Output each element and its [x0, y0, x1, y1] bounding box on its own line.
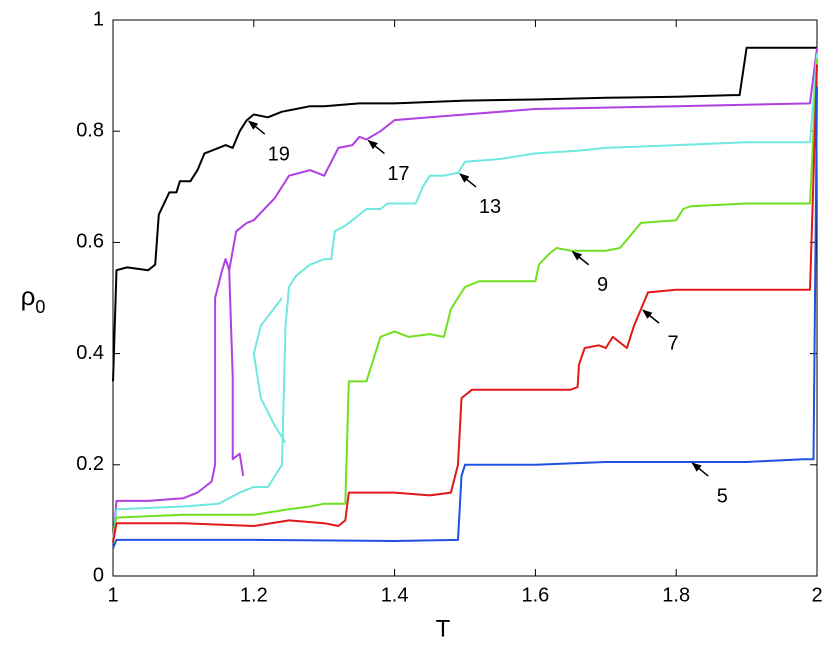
x-tick-label: 1.2	[240, 584, 268, 606]
series-line	[112, 58, 818, 543]
y-tick-label: 0.4	[76, 342, 104, 364]
series-annotation: 17	[387, 163, 409, 185]
y-tick-label: 0.2	[76, 453, 104, 475]
annotation-arrow	[571, 251, 590, 266]
series-line	[112, 86, 818, 549]
y-tick-label: 0.6	[76, 231, 104, 253]
y-tick-label: 1	[93, 8, 104, 30]
series-line	[112, 64, 818, 543]
annotation-arrow	[247, 120, 266, 135]
annotation-arrow	[459, 173, 477, 188]
series-annotation: 19	[268, 143, 290, 165]
x-tick-label: 1.6	[521, 584, 549, 606]
series-line	[112, 47, 818, 543]
annotation-arrow	[367, 139, 385, 155]
y-axis-label: ρ0	[21, 281, 46, 317]
x-tick-label: 1.4	[381, 584, 409, 606]
annotation-arrow	[642, 309, 660, 324]
series-line	[112, 53, 818, 543]
x-tick-label: 2	[811, 584, 822, 606]
annotation-arrow	[691, 462, 709, 477]
y-tick-label: 0.8	[76, 119, 104, 141]
plot-frame	[112, 19, 818, 577]
x-axis-label: T	[436, 615, 451, 642]
y-axis-label-symbol: ρ	[21, 281, 36, 311]
series-line	[112, 46, 817, 382]
series-annotation: 7	[667, 332, 678, 354]
series-annotation: 13	[479, 196, 501, 218]
y-axis-label-subscript: 0	[35, 297, 45, 317]
series-annotation: 5	[717, 485, 728, 507]
x-tick-label: 1	[107, 584, 118, 606]
y-tick-label: 0	[93, 564, 104, 586]
series-annotation: 9	[597, 274, 608, 296]
x-tick-label: 1.8	[662, 584, 690, 606]
